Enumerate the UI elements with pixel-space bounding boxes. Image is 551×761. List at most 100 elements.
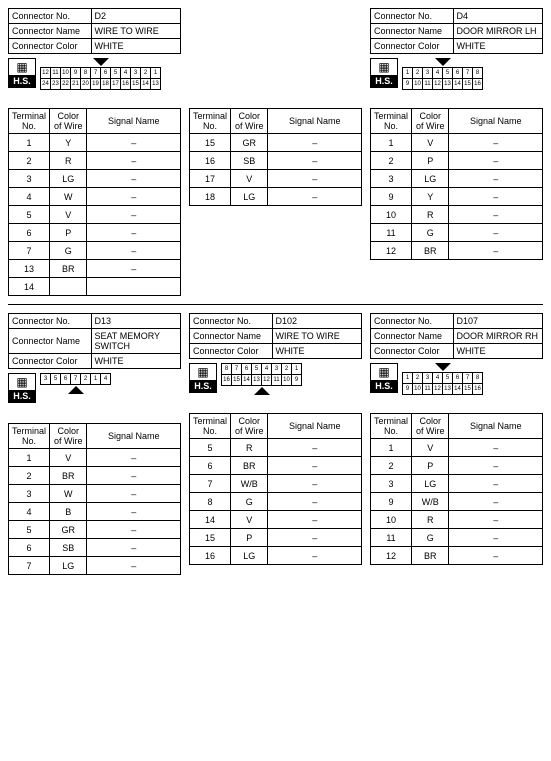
connector-block-d2: Connector No.D2 Connector NameWIRE TO WI… [8,8,181,296]
pin-cell: 2 [81,374,91,385]
cell-color: LG [231,547,268,565]
cell-signal: – [87,485,181,503]
terminal-row: 7LG– [9,557,181,575]
terminal-row: 14V– [190,511,362,529]
pin-cell: 15 [232,375,242,386]
cell-color: LG [50,170,87,188]
pin-cell: 23 [51,79,61,90]
cell-signal: – [87,152,181,170]
cell-terminal: 5 [9,206,50,224]
cell-signal: – [87,467,181,485]
cell-terminal: 11 [371,529,412,547]
cell-terminal: 14 [9,278,50,296]
cell-terminal: 2 [371,457,412,475]
label-connector-color: Connector Color [9,39,92,54]
value-connector-color: WHITE [453,344,542,359]
terminal-row: 17V– [190,170,362,188]
th-signal: Signal Name [449,109,543,134]
pin-cell: 7 [463,373,473,384]
pin-cell: 12 [262,375,272,386]
pin-cell: 5 [443,68,453,79]
cell-color: W [50,188,87,206]
terminal-row: 1V– [371,134,543,152]
hs-badge: ▦ H.S. [370,58,398,88]
cell-terminal: 5 [190,439,231,457]
cell-signal: – [268,493,362,511]
cell-color: P [412,152,449,170]
value-connector-name: DOOR MIRROR LH [453,24,542,39]
pin-cell: 6 [453,68,463,79]
cell-signal: – [87,206,181,224]
label-connector-name: Connector Name [190,329,273,344]
th-terminal: Terminal No. [9,424,50,449]
cell-signal: – [87,260,181,278]
terminal-row: 12BR– [371,547,543,565]
terminal-row: 7G– [9,242,181,260]
connector-face-icon: ▦ [16,59,27,75]
hs-badge: ▦ H.S. [8,58,36,88]
pin-cell: 3 [423,373,433,384]
pin-cell: 2 [141,68,151,79]
cell-color: W [50,485,87,503]
label-connector-name: Connector Name [371,24,454,39]
pin-cell: 4 [121,68,131,79]
pin-cell: 13 [443,384,453,395]
cell-signal: – [87,134,181,152]
pin-cell: 4 [433,68,443,79]
cell-color: GR [231,134,268,152]
cell-signal: – [449,475,543,493]
terminal-row: 2BR– [9,467,181,485]
pin-cell: 15 [463,384,473,395]
cell-terminal: 15 [190,529,231,547]
cell-terminal: 2 [9,467,50,485]
value-connector-name: DOOR MIRROR RH [453,329,542,344]
connector-face-icon: ▦ [197,364,208,380]
pin-cell: 9 [71,68,81,79]
cell-terminal: 18 [190,188,231,206]
pin-cell: 1 [403,68,413,79]
value-connector-no: D107 [453,314,542,329]
cell-terminal: 7 [9,242,50,260]
cell-color: B [50,503,87,521]
pin-cell: 10 [413,79,423,90]
connector-diagram: 87654321161514131211109 [221,363,362,397]
pin-cell: 12 [433,79,443,90]
cell-terminal: 12 [371,547,412,565]
cell-signal: – [87,557,181,575]
terminal-row: 1Y– [9,134,181,152]
th-terminal: Terminal No. [190,109,231,134]
th-terminal: Terminal No. [190,414,231,439]
pin-cell: 1 [151,68,161,79]
th-signal: Signal Name [87,109,181,134]
terminal-row: 3W– [9,485,181,503]
terminal-row: 8G– [190,493,362,511]
pin-cell: 7 [91,68,101,79]
pin-cell: 4 [262,364,272,375]
pin-cell: 22 [61,79,71,90]
cell-signal: – [268,439,362,457]
hs-badge: ▦ H.S. [8,373,36,403]
cell-color: P [412,457,449,475]
cell-color: BR [50,467,87,485]
cell-terminal: 8 [190,493,231,511]
pin-cell: 11 [423,79,433,90]
value-connector-no: D2 [91,9,180,24]
cell-signal: – [268,188,362,206]
hs-label: H.S. [190,380,216,392]
pin-cell: 20 [81,79,91,90]
terminal-row: 3LG– [9,170,181,188]
value-connector-name: WIRE TO WIRE [91,24,180,39]
connector-diagram: 12345678910111213141516 [402,58,543,92]
terminal-row: 10R– [371,206,543,224]
value-connector-name: SEAT MEMORY SWITCH [91,329,180,354]
value-connector-color: WHITE [91,354,180,369]
pin-cell: 6 [242,364,252,375]
cell-color: G [412,224,449,242]
pin-cell: 18 [101,79,111,90]
cell-terminal: 1 [9,449,50,467]
cell-terminal: 5 [9,521,50,539]
cell-color: G [412,529,449,547]
cell-color: SB [50,539,87,557]
terminal-row: 11G– [371,529,543,547]
th-terminal: Terminal No. [371,414,412,439]
